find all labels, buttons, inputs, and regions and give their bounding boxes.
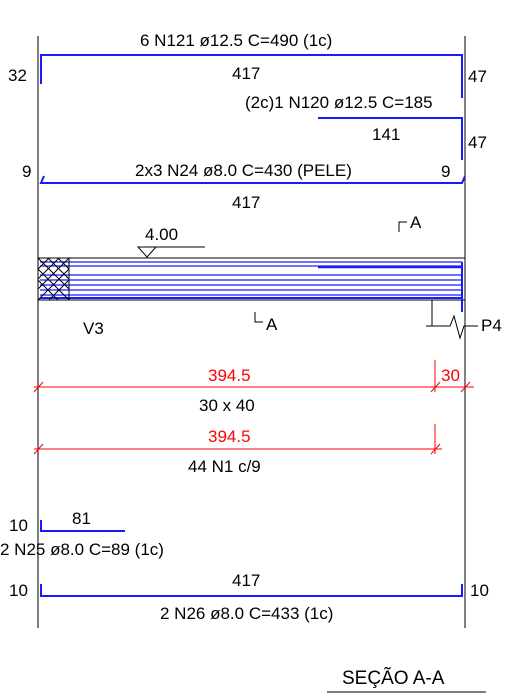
section-mark-bottom-label: A (266, 315, 278, 334)
bar-n26-label: 2 N26 ø8.0 C=433 (1c) (160, 604, 333, 623)
bar-n121-shape (40, 54, 463, 98)
bar-n120-shape (318, 117, 463, 160)
right-support-label: P4 (481, 316, 502, 335)
bar-n25-length: 81 (72, 509, 91, 528)
bar-n120-length: 141 (372, 125, 400, 144)
bar-n24-label: 2x3 N24 ø8.0 C=430 (PELE) (135, 161, 352, 180)
section-mark-bottom-arrow (254, 312, 263, 323)
stirrup-span-dimension: 394.5 (208, 427, 251, 446)
bar-n26-shape (40, 584, 463, 597)
support-dimension: 30 (441, 366, 460, 385)
beam-outline (37, 257, 466, 301)
bar-n24-length: 417 (232, 193, 260, 212)
bar-n24-shape (39, 175, 466, 184)
section-mark-top-arrow (398, 221, 407, 232)
span-dimension: 394.5 (208, 366, 251, 385)
bar-n26-left-hook: 10 (9, 581, 28, 600)
bar-n120-label: (2c)1 N120 ø12.5 C=185 (245, 93, 433, 112)
bar-n26-right-hook: 10 (470, 581, 489, 600)
bar-n26-length: 417 (232, 571, 260, 590)
beam-longitudinal-bars (40, 261, 463, 312)
column-p4-symbol (426, 300, 478, 340)
bar-n24-left-hook: 9 (22, 162, 31, 181)
level-value: 4.00 (145, 225, 178, 244)
bar-n25-hook: 10 (9, 516, 28, 535)
section-size: 30 x 40 (199, 396, 255, 415)
bar-n25-label: 2 N25 ø8.0 C=89 (1c) (0, 540, 164, 559)
bar-n24-right-hook: 9 (441, 162, 450, 181)
bar-n121-length: 417 (232, 64, 260, 83)
dimension-tick-right (460, 381, 471, 393)
dimension-tick-left (33, 381, 44, 393)
bar-n121-label: 6 N121 ø12.5 C=490 (1c) (140, 31, 332, 50)
stirrup-tick-left (33, 443, 44, 455)
bar-n25-shape (40, 520, 125, 532)
left-support-label: V3 (83, 319, 104, 338)
level-triangle-icon (136, 246, 158, 258)
left-support-hatch (37, 257, 70, 301)
bar-n120-right-hook: 47 (468, 133, 487, 152)
stirrup-label: 44 N1 c/9 (188, 457, 261, 476)
bar-n121-left-hook: 32 (8, 66, 27, 85)
bar-n121-right-hook: 47 (468, 67, 487, 86)
section-title: SEÇÃO A-A (342, 667, 445, 689)
section-mark-top-label: A (410, 213, 422, 232)
